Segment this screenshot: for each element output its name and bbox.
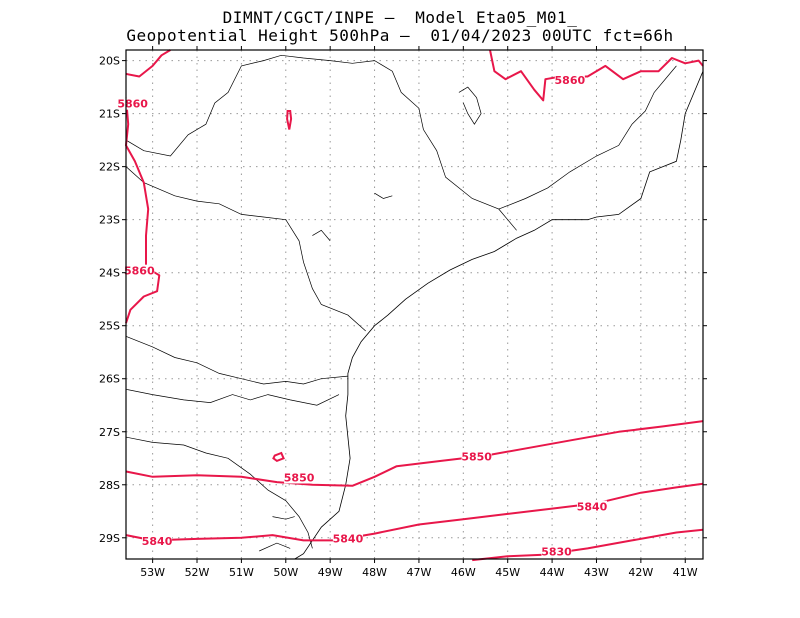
lat-tick-label: 29S [99,532,120,545]
lat-tick-label: 28S [99,479,120,492]
contour-label-bg [461,450,492,463]
coastline [294,71,704,560]
contour-label: 5860 [124,265,155,278]
contour-label-bg [541,545,572,558]
lat-tick-label: 26S [99,373,120,386]
contour-label: 5860 [555,74,586,87]
lon-tick-label: 44W [540,566,565,579]
lake-outline [374,192,393,199]
map-title-line-1: DIMNT/CGCT/INPE – Model Eta05_M01_ [222,8,578,27]
lake-outline [458,86,482,125]
state-border-line [125,54,517,231]
lat-tick-label: 24S [99,267,120,280]
contour-label-bg [124,264,155,277]
contour-label-bg [577,500,608,513]
lat-tick-label: 23S [99,214,120,227]
lakes [312,86,482,242]
contour-label: 5840 [142,535,173,548]
state-borders [125,54,677,552]
state-border-line [498,65,677,210]
lon-tick-label: 42W [628,566,653,579]
contour-label-bg [332,532,363,545]
state-border-line [259,542,291,552]
lon-tick-label: 46W [451,566,476,579]
contour-line-5850 [125,420,704,487]
contour-label-bg [117,97,148,110]
height-contours: 5860 5860 5860 5850 5850 5840 5840 5840 5830 [117,49,704,562]
contour-line-5860 [489,49,704,102]
lat-tick-label: 20S [99,55,120,68]
lon-tick-label: 49W [318,566,343,579]
map-title-line-2: Geopotential Height 500hPa – 01/04/2023 … [126,26,674,45]
lon-tick-label: 48W [362,566,387,579]
state-border-line [125,436,313,549]
axis-ticks: 20S 21S 22S 23S 24S 25S 26S 27S 28S 29S 53W 52W 51W 5… [99,46,707,579]
lat-tick-label: 22S [99,161,120,174]
lon-tick-label: 43W [584,566,609,579]
contour-line-5860 [125,97,161,324]
contour-label-bg [554,73,585,86]
lat-tick-label: 27S [99,426,120,439]
lon-tick-label: 45W [495,566,520,579]
lon-tick-label: 50W [273,566,298,579]
lake-outline [312,229,331,242]
state-border-line [125,388,340,406]
state-border-line [272,516,295,520]
contour-ring-5850 [272,451,285,463]
lat-lon-grid [126,50,703,559]
contour-label: 5850 [461,450,492,463]
contour-line-5860 [125,49,171,78]
lon-tick-label: 52W [185,566,210,579]
state-border-line [125,166,366,332]
lon-tick-label: 53W [140,566,165,579]
contour-label-bg [284,471,315,484]
lat-tick-label: 25S [99,320,120,333]
contour-label: 5840 [333,532,364,545]
contour-label: 5840 [577,501,608,514]
contour-line-5830 [472,528,704,562]
contour-label: 5850 [284,471,315,484]
contour-ring-5860 [286,110,293,130]
contour-label: 5830 [541,546,572,559]
contour-label: 5860 [117,98,148,111]
map-frame [125,49,704,560]
lat-tick-label: 21S [99,108,120,121]
lon-tick-label: 51W [229,566,254,579]
state-border-line [125,335,348,385]
contour-line-5840 [125,482,704,542]
lon-tick-label: 41W [673,566,698,579]
coastline-line [294,71,704,560]
lon-tick-label: 47W [407,566,432,579]
contour-label-bg [142,535,173,548]
